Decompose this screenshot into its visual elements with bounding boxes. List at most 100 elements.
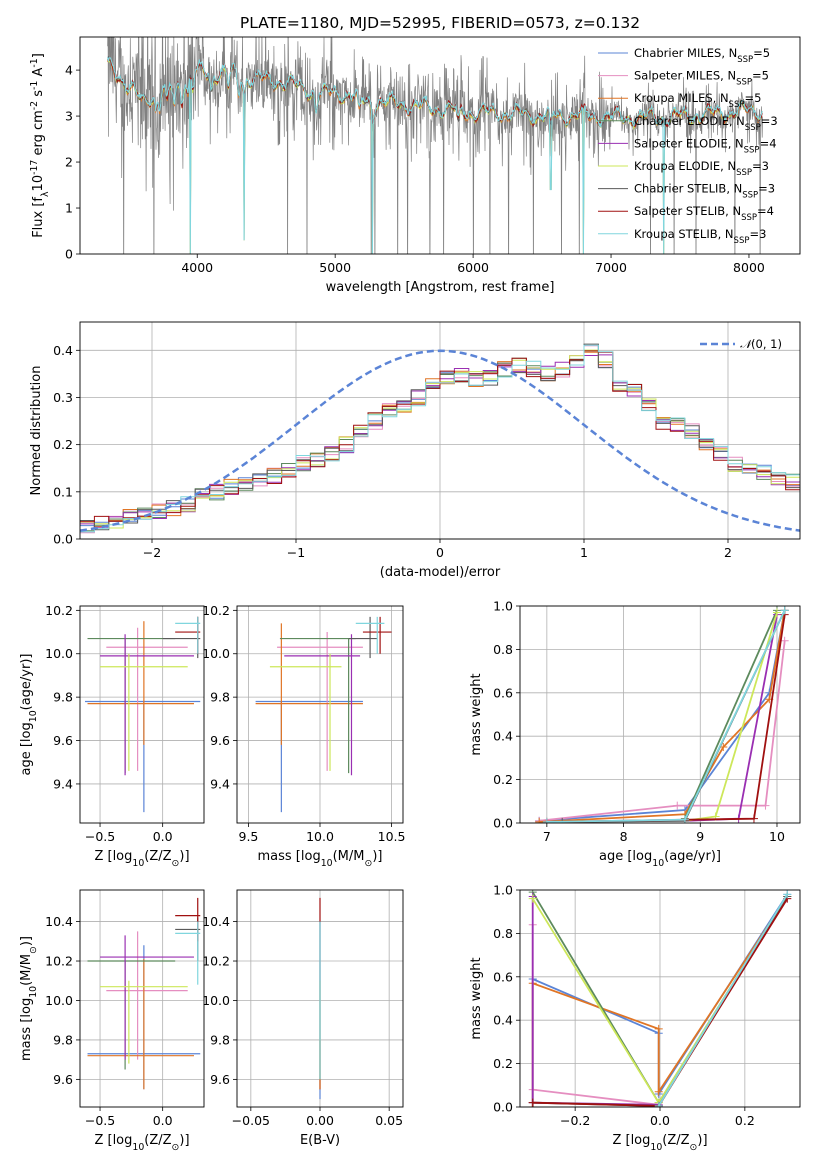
panel-residuals: −2 −1 0 1 2 0.0 0.1 0.2 0.3 0.4 (data-model)/error… — [29, 321, 801, 580]
plot-area — [255, 616, 392, 813]
axes-frame — [236, 889, 404, 1108]
x-tick-label: −0.05 — [232, 1113, 270, 1128]
marker-salpeter-stelib — [528, 1098, 537, 1107]
marker-salpeter-miles — [780, 636, 789, 645]
x-axis-label: mass [log10(M/M⊙)] — [258, 849, 383, 869]
y-tick-label: 10.2 — [45, 954, 73, 969]
y-axis-label: mass weight — [469, 957, 484, 1039]
panel-age-vs-Z: −0.5 0.0 9.4 9.6 9.8 10.0 10.2 Z [log10(Z/Z⊙)] a… — [19, 603, 205, 869]
model-spectrum-kroupa-stelib — [107, 57, 763, 254]
x-tick-label: 5000 — [319, 260, 351, 275]
series-chabrier-miles — [539, 610, 786, 822]
axes-frame — [236, 605, 404, 824]
x-tick-label: 8000 — [733, 260, 765, 275]
x-tick-label: 1 — [580, 545, 588, 560]
x-tick-label: 0.05 — [375, 1113, 403, 1128]
legend-label-chabrier-stelib: Chabrier STELIB, NSSP=3 — [634, 182, 775, 201]
y-tick-label: 0.4 — [493, 729, 513, 744]
y-tick-label: 10.2 — [202, 603, 230, 618]
plot-area — [528, 890, 792, 1107]
marker-kroupa-stelib — [780, 606, 789, 615]
axes-frame — [79, 605, 205, 824]
spectrum-legend: Chabrier MILES, NSSP=5 Salpeter MILES, NS… — [598, 46, 778, 246]
series-kroupa-stelib — [657, 893, 789, 1107]
y-tick-label: 9.8 — [53, 1032, 73, 1047]
x-tick-label: 6000 — [457, 260, 489, 275]
marker-kroupa-stelib — [654, 1101, 663, 1107]
x-tick-label: 10.5 — [378, 829, 406, 844]
y-tick-label: 0.4 — [53, 343, 73, 358]
x-tick-label: 0.0 — [650, 1113, 670, 1128]
y-tick-label: 9.4 — [53, 776, 73, 791]
y-tick-label: 9.8 — [210, 1032, 230, 1047]
legend-label-salpeter-stelib: Salpeter STELIB, NSSP=4 — [634, 204, 774, 223]
x-axis-label: E(B-V) — [300, 1133, 340, 1148]
x-axis-label: Z [log10(Z/Z⊙)] — [94, 849, 189, 869]
y-tick-label: 0.0 — [53, 532, 73, 547]
y-axis-label: age [log10(age/yr)] — [19, 654, 39, 776]
x-tick-label: 10.0 — [306, 829, 334, 844]
x-axis-label: age [log10(age/yr)] — [599, 849, 721, 869]
panel-age-vs-mass: 9.5 10.0 10.5 9.4 9.6 9.8 10.0 10.2 mass [log10(… — [202, 603, 405, 869]
x-tick-label: 0.0 — [153, 1113, 173, 1128]
plot-area — [85, 616, 201, 813]
panel-massweight-vs-age: 7 8 9 10 0.0 0.2 0.4 0.6 0.8 1.0 age [log10(age/yr… — [469, 599, 801, 869]
axes-frame — [79, 321, 801, 540]
x-tick-label: 10 — [769, 829, 785, 844]
marker-salpeter-stelib — [749, 814, 758, 823]
y-tick-label: 0.2 — [53, 437, 73, 452]
plot-area — [107, 37, 763, 254]
y-tick-label: 2 — [65, 155, 73, 170]
x-tick-label: 7000 — [595, 260, 627, 275]
legend-label-gaussian: 𝒩(0, 1) — [740, 337, 782, 351]
marker-kroupa-miles — [654, 1024, 663, 1033]
y-axis-label: mass weight — [469, 673, 484, 755]
marker-kroupa-miles — [535, 817, 544, 823]
y-axis-label: mass [log10(M/M⊙)] — [19, 936, 39, 1061]
y-tick-label: 1.0 — [493, 599, 513, 614]
y-tick-label: 3 — [65, 109, 73, 124]
axes-frame — [519, 605, 801, 824]
x-tick-label: 0.2 — [735, 1113, 755, 1128]
legend-label-kroupa-elodie: Kroupa ELODIE, NSSP=3 — [634, 159, 769, 178]
legend-label-chabrier-miles: Chabrier MILES, NSSP=5 — [634, 46, 770, 65]
x-tick-label: 8 — [620, 829, 628, 844]
x-axis-label: (data-model)/error — [380, 565, 501, 580]
y-tick-label: 10.0 — [45, 993, 73, 1008]
x-tick-label: 9.5 — [239, 829, 259, 844]
plot-area — [80, 343, 800, 534]
series-salpeter-miles — [539, 640, 786, 822]
histogram-chabrier-miles — [80, 345, 800, 527]
x-tick-label: 0.00 — [306, 1113, 334, 1128]
panel-mass-vs-Z: −0.5 0.0 9.6 9.8 10.0 10.2 10.4 Z [log10(Z/Z⊙)]… — [19, 889, 205, 1153]
y-tick-label: 0.0 — [493, 1100, 513, 1115]
axes-frame — [79, 36, 801, 255]
x-tick-label: −0.5 — [85, 829, 115, 844]
marker-kroupa-stelib — [783, 890, 792, 899]
x-axis-label: Z [log10(Z/Z⊙)] — [94, 1133, 189, 1153]
x-tick-label: 9 — [696, 829, 704, 844]
y-tick-label: 9.6 — [53, 733, 73, 748]
panel-massweight-vs-Z: −0.2 0.0 0.2 0.0 0.2 0.4 0.6 0.8 1.0 Z [log10(Z/Z… — [469, 883, 801, 1153]
panel-spectrum: 4000 5000 6000 7000 8000 0 1 2 3 4 wavelength [Ang… — [29, 36, 801, 295]
gaussian-curve — [80, 349, 800, 532]
marker-kroupa-elodie — [772, 608, 781, 617]
legend-label-salpeter-elodie: Salpeter ELODIE, NSSP=4 — [634, 136, 777, 155]
marker-salpeter-miles — [673, 801, 682, 810]
series-salpeter-stelib — [546, 614, 786, 823]
legend-label-kroupa-miles: Kroupa MILES, NSSP=5 — [634, 91, 761, 110]
plot-area — [87, 897, 201, 1090]
x-tick-label: −0.5 — [85, 1113, 115, 1128]
x-tick-label: −2 — [143, 545, 161, 560]
y-tick-label: 9.6 — [53, 1072, 73, 1087]
x-axis-label: wavelength [Angstrom, rest frame] — [326, 280, 555, 295]
y-tick-label: 10.0 — [45, 646, 73, 661]
series-chabrier-stelib — [562, 609, 786, 823]
y-tick-label: 9.4 — [210, 776, 230, 791]
x-tick-label: 0 — [436, 545, 444, 560]
y-tick-label: 0.0 — [493, 816, 513, 831]
y-tick-label: 9.6 — [210, 1072, 230, 1087]
y-tick-label: 0.1 — [53, 484, 73, 499]
observed-spectrum — [107, 37, 763, 254]
x-tick-label: 2 — [724, 545, 732, 560]
